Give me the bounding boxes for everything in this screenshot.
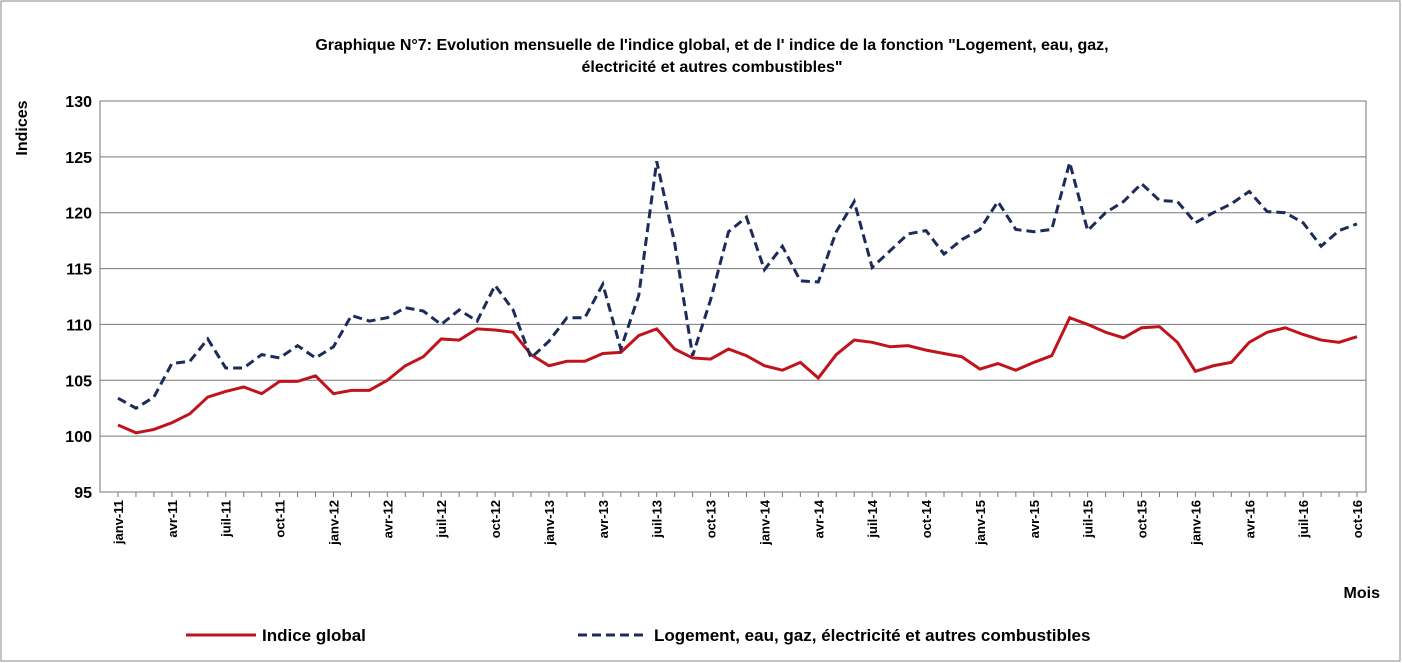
y-tick-label: 95 bbox=[74, 485, 92, 502]
x-tick-label: oct-11 bbox=[273, 500, 288, 538]
x-tick-label: juil-16 bbox=[1296, 500, 1311, 539]
legend-label: Logement, eau, gaz, électricité et autre… bbox=[654, 626, 1090, 645]
x-tick-label: janv-16 bbox=[1188, 500, 1203, 546]
x-tick-label: avr-16 bbox=[1242, 500, 1257, 538]
chart-subtitle: électricité et autres combustibles" bbox=[581, 59, 842, 76]
x-tick-label: juil-15 bbox=[1081, 500, 1096, 539]
legend-label: Indice global bbox=[262, 626, 366, 645]
x-tick-label: oct-15 bbox=[1135, 500, 1150, 538]
y-tick-label: 105 bbox=[65, 373, 92, 390]
x-tick-label: oct-16 bbox=[1350, 500, 1365, 538]
y-axis-label: Indices bbox=[14, 100, 31, 155]
x-tick-label: janv-12 bbox=[326, 500, 341, 546]
x-tick-label: juil-14 bbox=[865, 499, 880, 538]
x-tick-label: janv-15 bbox=[973, 500, 988, 546]
x-tick-label: oct-12 bbox=[488, 500, 503, 538]
y-tick-label: 110 bbox=[66, 317, 92, 334]
x-tick-label: juil-11 bbox=[219, 500, 234, 538]
x-tick-label: avr-11 bbox=[165, 500, 180, 538]
x-tick-label: avr-14 bbox=[811, 499, 826, 538]
x-tick-label: avr-13 bbox=[596, 500, 611, 538]
x-tick-label: janv-11 bbox=[111, 500, 126, 545]
y-tick-label: 100 bbox=[65, 429, 92, 446]
x-tick-label: juil-13 bbox=[650, 500, 665, 539]
x-tick-label: oct-13 bbox=[704, 500, 719, 538]
x-tick-label: janv-13 bbox=[542, 500, 557, 546]
x-tick-label: avr-15 bbox=[1027, 500, 1042, 538]
y-tick-label: 120 bbox=[65, 206, 92, 223]
chart-title: Graphique N°7: Evolution mensuelle de l'… bbox=[315, 37, 1108, 54]
x-tick-label: avr-12 bbox=[380, 500, 395, 538]
x-tick-label: oct-14 bbox=[919, 499, 934, 538]
x-tick-label: janv-14 bbox=[757, 499, 772, 546]
x-tick-label: juil-12 bbox=[434, 500, 449, 539]
y-tick-label: 115 bbox=[66, 262, 92, 279]
series-line bbox=[117, 315, 1358, 435]
x-axis-label: Mois bbox=[1344, 585, 1381, 602]
y-tick-label: 125 bbox=[65, 150, 92, 167]
y-tick-label: 130 bbox=[65, 94, 92, 111]
series-line bbox=[117, 156, 1358, 410]
plot-area bbox=[99, 100, 1367, 493]
